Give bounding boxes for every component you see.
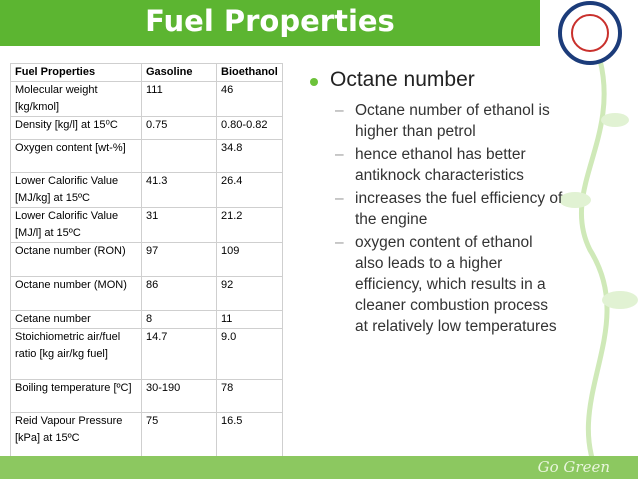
table-cell: 8: [141, 310, 217, 329]
table-cell: 9.0: [216, 328, 283, 380]
table-cell: Octane number (RON): [10, 242, 142, 277]
table-cell: Cetane number: [10, 310, 142, 329]
table-cell: Stoichiometric air/fuel ratio [kg air/kg…: [10, 328, 142, 380]
table-cell: 78: [216, 379, 283, 413]
table-cell: 0.80-0.82: [216, 116, 283, 140]
table-cell: 75: [141, 412, 217, 462]
table-cell: 41.3: [141, 172, 217, 208]
header-bar: [0, 0, 540, 46]
table-cell: Octane number (MON): [10, 276, 142, 311]
table-cell: 97: [141, 242, 217, 277]
table-cell: [141, 139, 217, 173]
table-cell: Boiling temperature [ºC]: [10, 379, 142, 413]
footer-tagline: Go Green: [537, 458, 610, 476]
main-bullet: Octane number: [310, 68, 565, 92]
sub-bullets: Octane number of ethanol is higher than …: [310, 100, 565, 337]
table-cell: Oxygen content [wt-%]: [10, 139, 142, 173]
table-cell: 0.75: [141, 116, 217, 140]
sub-bullet: increases the fuel efficiency of the eng…: [335, 188, 565, 230]
table-cell: 11: [216, 310, 283, 329]
table-cell: 92: [216, 276, 283, 311]
header-row: Fuel Properties Gasoline Bioethanol: [10, 63, 283, 82]
table-cell: 46: [216, 81, 283, 117]
table-row: Boiling temperature [ºC] 30-190 78: [10, 379, 283, 413]
table-cell: Lower Calorific Value [MJ/l] at 15ºC: [10, 207, 142, 243]
table-row: Octane number (MON) 86 92: [10, 276, 283, 311]
header-cell: Gasoline: [141, 63, 217, 82]
table-row: Density [kg/l] at 15⁰C 0.75 0.80-0.82: [10, 116, 283, 140]
header-cell: Fuel Properties: [10, 63, 142, 82]
table-cell: 16.5: [216, 412, 283, 462]
table-row: Lower Calorific Value [MJ/l] at 15ºC 31 21…: [10, 207, 283, 243]
sub-bullet: Octane number of ethanol is higher than …: [335, 100, 565, 142]
table-cell: 86: [141, 276, 217, 311]
table-row: Molecular weight [kg/kmol] 111 46: [10, 81, 283, 117]
footer-bar: [0, 456, 638, 479]
sub-bullet: hence ethanol has better antiknock chara…: [335, 144, 565, 186]
table-cell: 30-190: [141, 379, 217, 413]
sub-bullet: oxygen content of ethanol also leads to …: [335, 232, 565, 337]
table-row: Oxygen content [wt-%] 34.8: [10, 139, 283, 173]
table-row: Lower Calorific Value [MJ/kg] at 15ºC 41.…: [10, 172, 283, 208]
table-cell: 34.8: [216, 139, 283, 173]
header-cell: Bioethanol: [216, 63, 283, 82]
table-row: Cetane number 8 11: [10, 310, 283, 329]
table-row: Stoichiometric air/fuel ratio [kg air/kg…: [10, 328, 283, 380]
slide-title: Fuel Properties: [145, 4, 395, 38]
table-cell: Reid Vapour Pressure [kPa] at 15ºC: [10, 412, 142, 462]
table-cell: 31: [141, 207, 217, 243]
table-cell: 111: [141, 81, 217, 117]
table-cell: 14.7: [141, 328, 217, 380]
table-cell: 109: [216, 242, 283, 277]
table-cell: Density [kg/l] at 15⁰C: [10, 116, 142, 140]
property-table: Fuel Properties Gasoline Bioethanol Molecul…: [10, 63, 283, 462]
table-cell: Molecular weight [kg/kmol]: [10, 81, 142, 117]
table-cell: 26.4: [216, 172, 283, 208]
table-cell: Lower Calorific Value [MJ/kg] at 15ºC: [10, 172, 142, 208]
logo: [558, 1, 622, 65]
table-row: Octane number (RON) 97 109: [10, 242, 283, 277]
table-row: Reid Vapour Pressure [kPa] at 15ºC 75 16.5: [10, 412, 283, 462]
bullets: Octane number Octane number of ethanol i…: [310, 68, 565, 339]
table-cell: 21.2: [216, 207, 283, 243]
